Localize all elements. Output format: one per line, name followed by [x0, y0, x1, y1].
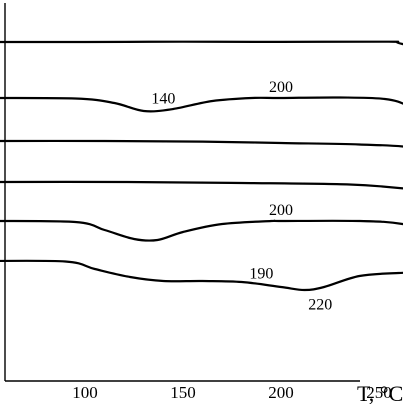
curve-2 — [0, 96, 403, 113]
x-ticks: 100150200250300350 — [72, 383, 392, 402]
curves — [0, 40, 403, 292]
x-axis-label: T, °C — [357, 381, 403, 404]
curve-5 — [0, 219, 403, 242]
peak-label: 140 — [151, 91, 175, 108]
peak-annotations: 140 200 200 190 220 — [151, 79, 332, 314]
peak-label: 190 — [249, 266, 273, 283]
curve-4 — [0, 180, 403, 190]
peak-label: 220 — [308, 297, 332, 314]
curve-6 — [0, 259, 403, 292]
peak-label: 200 — [269, 202, 293, 219]
x-tick-label: 200 — [268, 383, 294, 402]
axes — [4, 3, 360, 382]
x-tick-label: 250 — [366, 383, 392, 402]
curve-1 — [0, 40, 403, 46]
peak-label: 200 — [269, 79, 293, 96]
x-tick-label: 150 — [170, 383, 196, 402]
x-tick-label: 100 — [72, 383, 98, 402]
curve-3 — [0, 139, 403, 148]
